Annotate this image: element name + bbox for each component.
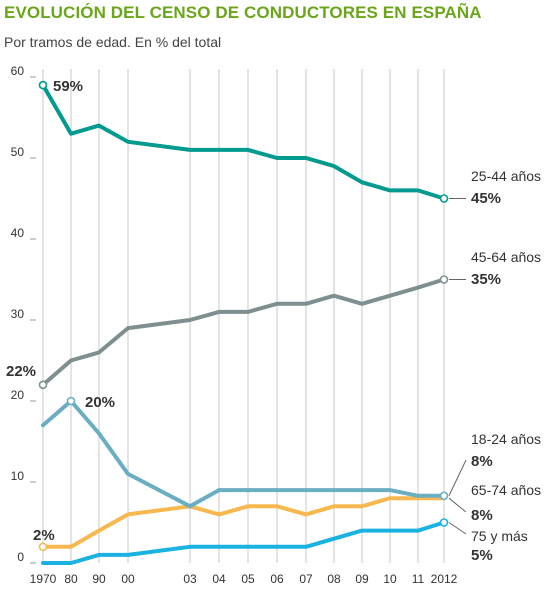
y-tick-label-10: 10: [11, 469, 25, 483]
x-tick-label-2012: 2012: [431, 572, 458, 586]
x-tick-label-08: 08: [327, 572, 341, 586]
series-45-64-name-label: 45-64 años: [471, 249, 541, 265]
series-18-24-name-label: 18-24 años: [471, 431, 541, 447]
x-tick-label-10: 10: [383, 572, 397, 586]
x-tick-label-90: 90: [92, 572, 106, 586]
series-line-45-64-años: [41, 277, 446, 387]
series-45-64-end-label: 35%: [471, 271, 501, 288]
label-leader-lines: [448, 198, 467, 535]
x-tick-label-00: 00: [121, 572, 135, 586]
series-65-74-start-label: 2%: [33, 527, 55, 544]
leader-65-74: [448, 497, 467, 513]
series-line-75-y-más: [41, 520, 446, 565]
series-45-64-start-label: 22%: [6, 363, 36, 380]
marker-75-y-más-2012: [439, 518, 449, 527]
x-tick-label-04: 04: [212, 572, 226, 586]
series-labels: 59% 25-44 años 45% 22% 45-64 años 35% 20…: [6, 78, 541, 564]
y-tick-label-50: 50: [11, 145, 25, 159]
leader-75: [448, 522, 467, 535]
x-tick-label-11: 11: [412, 572, 425, 586]
marker-45-64-años-1970: [38, 380, 48, 390]
series-65-74-name-label: 65-74 años: [471, 482, 541, 498]
series-25-44-name-label: 25-44 años: [471, 168, 541, 184]
series-18-24-end-label: 8%: [471, 453, 493, 470]
y-tick-label-30: 30: [11, 307, 25, 321]
series-line-25-44-años: [41, 83, 446, 201]
x-axis: 1970 80 90 00 03 04 05 06 07 08 09 10 11 2012: [30, 572, 458, 586]
y-tick-label-60: 60: [11, 64, 25, 78]
series-75-name-label: 75 y más: [471, 528, 528, 544]
series-25-44-end-label: 45%: [471, 190, 501, 207]
x-tick-label-09: 09: [355, 572, 369, 586]
x-tick-label-05: 05: [241, 572, 255, 586]
series-lines: [41, 83, 446, 565]
series-75-end-label: 5%: [471, 547, 493, 564]
chart-title: EVOLUCIÓN DEL CENSO DE CONDUCTORES EN ES…: [4, 3, 482, 22]
series-line-65-74-años: [41, 496, 446, 549]
marker-25-44-años-1970: [38, 80, 48, 90]
x-tick-label-80: 80: [64, 572, 78, 586]
series-65-74-end-label: 8%: [471, 507, 493, 524]
y-tick-label-20: 20: [11, 388, 25, 402]
series-18-24-peak-label: 20%: [85, 394, 115, 411]
leader-18-24: [448, 459, 467, 496]
series-25-44-start-label: 59%: [53, 78, 83, 95]
chart-subtitle: Por tramos de edad. En % del total: [4, 34, 222, 50]
marker-18-24-años-80: [66, 396, 76, 406]
marker-25-44-años-2012: [439, 194, 449, 203]
y-tick-label-0: 0: [17, 550, 24, 564]
marker-65-74-años-1970: [38, 542, 48, 552]
series-markers: [38, 80, 449, 552]
grid-lines: [42, 69, 445, 563]
series-line-18-24-años: [41, 399, 446, 509]
y-axis: 0 10 20 30 40 50 60: [11, 64, 36, 564]
marker-45-64-años-2012: [439, 275, 449, 284]
x-tick-label-1970: 1970: [30, 572, 57, 586]
x-tick-label-06: 06: [270, 572, 284, 586]
x-tick-label-03: 03: [183, 572, 197, 586]
marker-18-24-años-2012: [439, 491, 449, 501]
x-tick-label-07: 07: [299, 572, 313, 586]
y-tick-label-40: 40: [11, 226, 25, 240]
